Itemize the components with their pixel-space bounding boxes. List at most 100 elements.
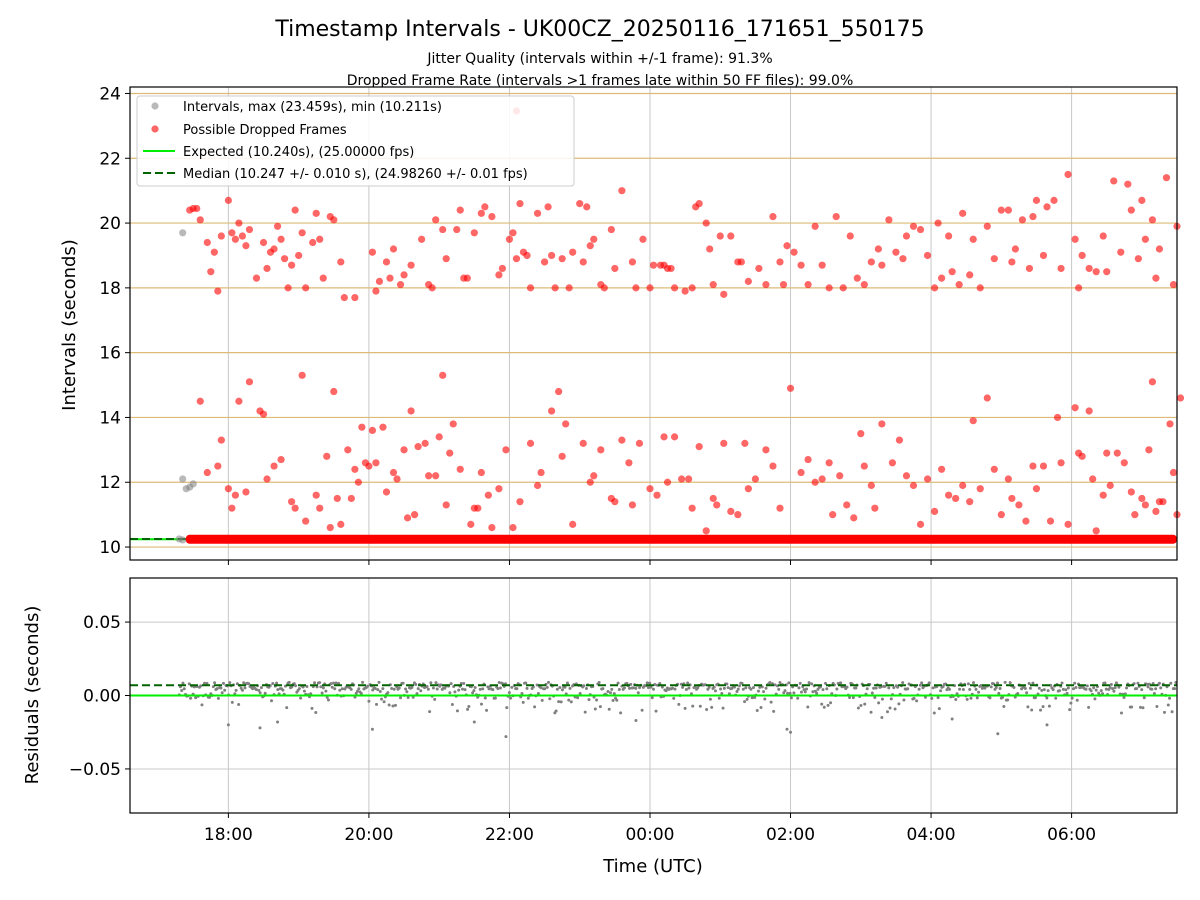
data-point-dropped: [670, 284, 679, 292]
data-point-dropped: [323, 452, 331, 460]
data-point-dropped: [453, 225, 461, 234]
residual-point: [330, 685, 334, 689]
residual-point: [439, 683, 443, 687]
data-point-dropped: [811, 478, 819, 486]
data-point-dropped: [375, 277, 384, 285]
residual-point: [686, 681, 690, 685]
data-point-dropped: [562, 420, 570, 428]
data-point-dropped: [389, 245, 398, 253]
residual-point: [449, 682, 453, 686]
data-point-dropped: [1064, 520, 1072, 528]
data-point-dropped: [252, 274, 261, 282]
residual-point: [1122, 696, 1126, 700]
data-point-dropped: [969, 417, 977, 425]
data-point-dropped: [555, 387, 563, 396]
residual-point: [182, 687, 186, 691]
data-point-interval: [179, 229, 187, 237]
data-point-dropped: [217, 436, 225, 444]
data-point-dropped: [769, 462, 777, 470]
data-point-dropped: [1029, 212, 1037, 221]
data-point-dropped: [1152, 274, 1160, 282]
data-point-dropped: [442, 501, 450, 509]
data-point-dropped: [319, 274, 327, 282]
data-point-dropped: [885, 216, 893, 224]
data-point-dropped: [196, 216, 204, 224]
data-point-dropped: [969, 235, 977, 243]
data-point-dropped: [720, 439, 728, 447]
residual-point: [1112, 689, 1116, 693]
residual-point: [1087, 705, 1091, 709]
data-point-dropped: [368, 248, 377, 256]
residual-point: [583, 710, 587, 714]
data-point-dropped: [372, 459, 380, 467]
residual-point: [640, 708, 644, 712]
data-point-dropped: [976, 485, 984, 493]
data-point-dropped: [709, 494, 717, 503]
residual-point: [337, 681, 341, 685]
data-point-dropped: [351, 293, 359, 302]
residual-point: [1093, 697, 1097, 701]
data-point-dropped: [410, 511, 419, 519]
residual-point: [1068, 708, 1072, 712]
residual-point: [762, 690, 766, 694]
residual-point: [856, 706, 860, 710]
data-point-dropped: [280, 255, 289, 263]
residual-point: [216, 696, 220, 700]
data-point-dropped: [586, 242, 594, 250]
residual-point: [1155, 704, 1159, 708]
data-point-dropped: [1148, 378, 1157, 386]
residual-point: [240, 688, 244, 692]
data-point-dropped: [625, 459, 633, 467]
data-point-dropped: [235, 219, 243, 227]
residual-point: [988, 696, 992, 700]
data-point-dropped: [1004, 475, 1012, 483]
residual-point: [299, 696, 303, 700]
residual-point: [455, 709, 459, 713]
residual-point: [617, 687, 621, 691]
data-point-dropped: [945, 232, 953, 240]
residual-point: [313, 681, 317, 685]
data-point-dropped: [498, 264, 507, 273]
data-point-dropped: [340, 293, 348, 302]
data-point-dropped: [569, 520, 577, 528]
data-point-dropped: [365, 462, 373, 470]
residual-point: [755, 709, 759, 713]
residual-point: [392, 687, 396, 691]
residual-point: [918, 683, 922, 687]
residual-point: [896, 685, 900, 689]
data-point-dropped: [270, 245, 278, 253]
residual-point: [1073, 681, 1077, 685]
data-point-dropped: [653, 491, 661, 499]
data-point-interval: [179, 536, 187, 544]
y-tick-label: 14: [99, 408, 121, 428]
data-point-dropped: [635, 439, 644, 447]
residual-point: [285, 706, 289, 710]
data-point-dropped: [1169, 468, 1178, 477]
data-point-dropped: [923, 475, 932, 483]
residual-point: [883, 684, 887, 688]
data-point-dropped: [930, 284, 939, 292]
residual-point: [1146, 685, 1150, 689]
data-point-dropped: [540, 258, 549, 266]
data-point-dropped: [273, 222, 282, 230]
residual-point: [966, 682, 970, 686]
residual-point: [749, 687, 753, 691]
residual-point: [1058, 689, 1062, 693]
residual-outlier: [950, 717, 954, 721]
residual-point: [334, 681, 338, 685]
residual-point: [584, 686, 588, 690]
residual-point: [1046, 689, 1050, 693]
data-point-dropped: [393, 475, 401, 483]
residual-point: [815, 691, 819, 695]
data-point-dropped: [892, 248, 900, 256]
data-point-dropped: [382, 488, 391, 496]
residual-point: [1037, 686, 1041, 690]
data-point-dropped: [590, 235, 598, 243]
data-point-dropped: [288, 261, 296, 269]
residual-point: [220, 691, 224, 695]
data-point-dropped: [569, 248, 577, 256]
data-point-dropped: [1141, 235, 1149, 243]
residual-point: [425, 684, 429, 688]
residual-point: [563, 685, 567, 689]
data-point-dropped: [734, 511, 742, 519]
